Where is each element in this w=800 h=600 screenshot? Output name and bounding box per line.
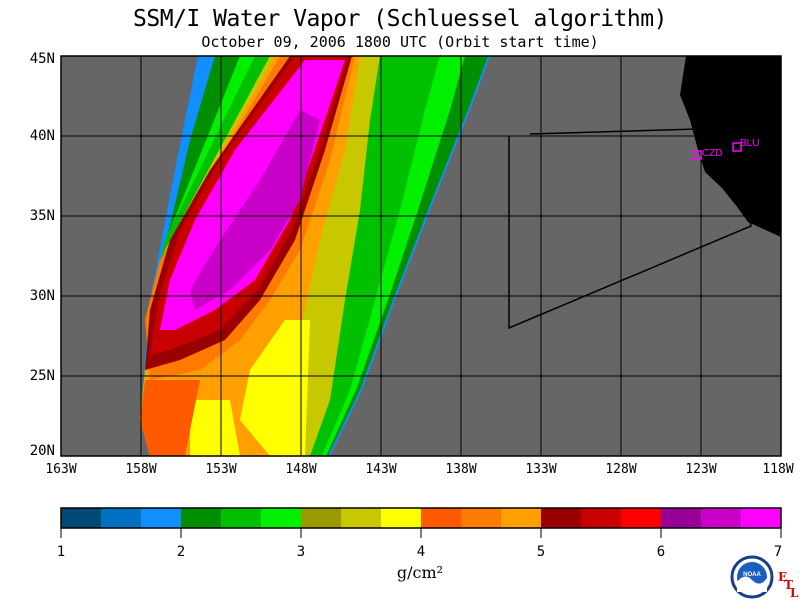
land-california [680,56,781,237]
colorbar-swatch [141,508,182,528]
station-czd-label: CZD [702,148,723,159]
colorbar-swatch [61,508,102,528]
lon-label-123w: 123W [685,462,717,477]
lat-label-20n: 20N [29,443,55,459]
colorbar-swatch [581,508,622,528]
colorbar-swatch [661,508,702,528]
lab-letter-l: L [790,586,799,600]
lon-label-128w: 128W [605,462,637,477]
colorbar-swatch [101,508,142,528]
lon-label-138w: 138W [445,462,477,477]
analysis-region-outline [508,127,752,330]
colorbar-swatch [221,508,262,528]
lon-label-158w: 158W [125,462,157,477]
lat-label-40n: 40N [29,128,55,144]
colorbar-swatch [421,508,462,528]
colorbar-swatch [741,508,782,528]
colorbar-tick-5: 5 [536,544,546,560]
stations: CZD BLU [692,138,759,160]
colorbar-tick-3: 3 [296,544,306,560]
colorbar-swatch [701,508,742,528]
lat-label-30n: 30N [29,288,55,304]
colorbar-swatch [261,508,302,528]
colorbar-units: g/cm² [396,563,444,582]
colorbar-tick-1: 1 [56,544,66,560]
lon-label-143w: 143W [365,462,397,477]
noaa-logo: NOAA [730,555,774,599]
lon-label-153w: 153W [205,462,237,477]
colorbar-tick-6: 6 [656,544,666,560]
colorbar-tick-4: 4 [416,544,426,560]
colorbar-swatch [181,508,222,528]
lon-label-133w: 133W [525,462,557,477]
map-title: SSM/I Water Vapor (Schluessel algorithm) [133,6,667,32]
colorbar-ticks [60,528,782,538]
lat-label-25n: 25N [29,368,55,384]
lat-label-35n: 35N [29,208,55,224]
station-blu-marker [732,142,742,152]
colorbar-swatch [461,508,502,528]
colorbar-tick-2: 2 [176,544,186,560]
colorbar-swatch [381,508,422,528]
colorbar [61,508,782,528]
colorbar-swatch [541,508,582,528]
colorbar-swatch [621,508,662,528]
graticule [61,56,781,456]
station-blu-label: BLU [740,138,759,149]
colorbar-swatch [501,508,542,528]
lon-label-148w: 148W [285,462,317,477]
station-czd-marker [692,150,702,160]
colorbar-swatch [301,508,342,528]
lab-letter-e: E [778,570,788,584]
colorbar-tick-7: 7 [773,544,783,560]
map-subtitle: October 09, 2006 1800 UTC (Orbit start t… [201,33,599,51]
lab-letter-t: T [784,578,793,592]
lon-label-163w: 163W [45,462,77,477]
lon-label-118w: 118W [762,462,794,477]
lat-label-45n: 45N [29,51,55,67]
colorbar-swatch [341,508,382,528]
noaa-logo-text: NOAA [743,572,761,578]
map-frame [60,55,782,457]
water-vapor-swath [140,56,490,456]
